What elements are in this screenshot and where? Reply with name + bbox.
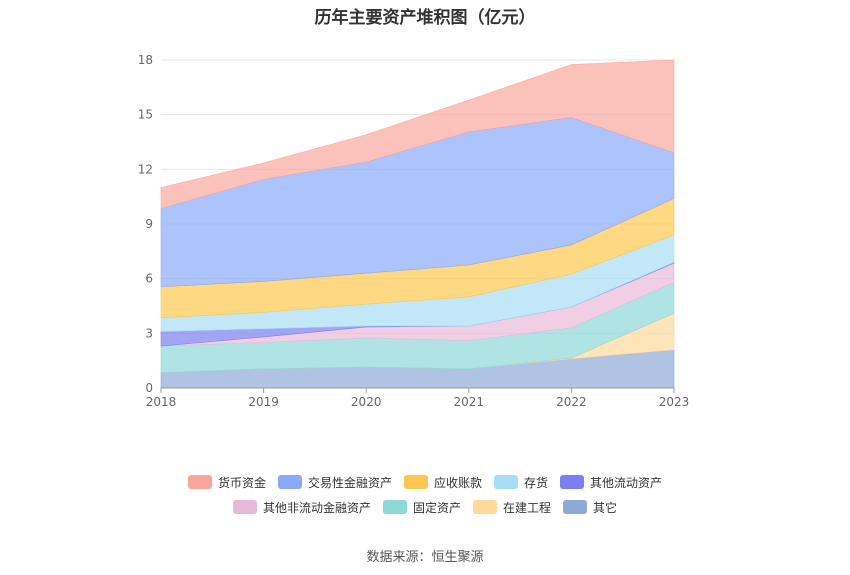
legend-label: 在建工程 (503, 500, 552, 515)
legend-item[interactable]: 其他非流动金融资产 (232, 497, 371, 517)
legend-label: 其他非流动金融资产 (262, 500, 371, 515)
y-tick-label: 15 (138, 108, 153, 122)
x-tick-label: 2018 (146, 395, 177, 409)
area-货币资金 (160, 59, 675, 209)
legend-row: 其他非流动金融资产 固定资产 在建工程 其它 (0, 497, 850, 517)
legend-swatch (403, 475, 428, 489)
legend-label: 交易性金融资产 (307, 475, 392, 490)
legend-item[interactable]: 交易性金融资产 (277, 472, 392, 492)
chart-title: 历年主要资产堆积图（亿元） (314, 8, 536, 28)
x-tick-label: 2022 (556, 395, 587, 409)
legend-item[interactable]: 固定资产 (382, 497, 461, 517)
legend-swatch (563, 500, 588, 514)
y-tick-label: 12 (138, 162, 153, 176)
legend-swatch (187, 475, 212, 489)
legend-item[interactable]: 应收账款 (403, 472, 482, 492)
data-source-note: 数据来源：恒生聚源 (366, 550, 484, 565)
legend-swatch (277, 475, 302, 489)
y-tick-label: 9 (145, 217, 153, 231)
x-tick-label: 2021 (454, 395, 485, 409)
y-tick-label: 6 (145, 272, 153, 286)
x-tick-label: 2023 (659, 395, 690, 409)
area-series (160, 59, 675, 389)
legend-item[interactable]: 其它 (563, 497, 617, 517)
legend-label: 存货 (524, 475, 549, 490)
legend-item[interactable]: 存货 (494, 472, 548, 492)
legend-swatch (473, 500, 497, 514)
legend-item[interactable]: 货币资金 (187, 472, 266, 492)
legend-swatch (382, 500, 407, 514)
x-tick-label: 2019 (248, 395, 279, 409)
legend-label: 其他流动资产 (590, 475, 663, 490)
stacked-area-chart: 0 3 6 9 12 15 18 2018 2019 2020 2021 2022 2023 (138, 53, 690, 409)
y-tick-label: 3 (145, 326, 153, 340)
axes: 0 3 6 9 12 15 18 2018 2019 2020 2021 2022 2023 (138, 53, 690, 409)
legend-swatch (232, 500, 257, 514)
legend-swatch (560, 475, 585, 489)
legend-label: 固定资产 (412, 500, 461, 515)
legend: 货币资金 交易性金融资产 应收账款 存货 其他流动资产 其他非流动金融资产 固定资产 在建工… (0, 472, 850, 522)
legend-label: 应收账款 (433, 475, 482, 490)
legend-item[interactable]: 其他流动资产 (560, 472, 662, 492)
y-tick-label: 0 (145, 381, 153, 395)
legend-label: 其它 (593, 500, 618, 515)
legend-label: 货币资金 (217, 475, 266, 490)
legend-item[interactable]: 在建工程 (473, 497, 551, 517)
legend-swatch (494, 475, 518, 489)
legend-row: 货币资金 交易性金融资产 应收账款 存货 其他流动资产 (0, 472, 850, 492)
x-tick-label: 2020 (351, 395, 382, 409)
y-tick-label: 18 (138, 53, 153, 67)
